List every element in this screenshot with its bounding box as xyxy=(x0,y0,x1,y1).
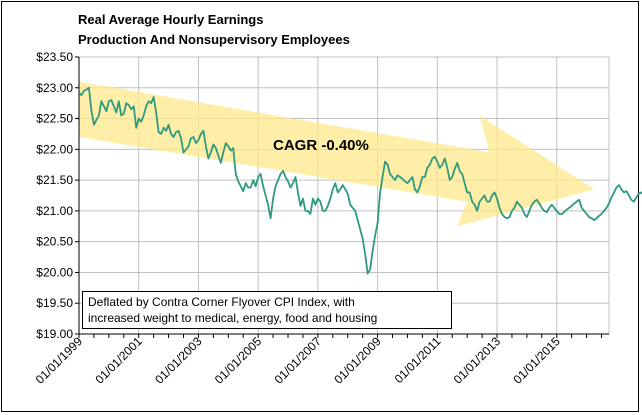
trend-arrow-group xyxy=(79,81,595,227)
x-tick-label: 01/01/2003 xyxy=(152,334,205,387)
deflator-note-line-1: Deflated by Contra Corner Flyover CPI In… xyxy=(88,295,355,309)
x-tick-label: 01/01/2005 xyxy=(212,334,265,387)
earnings-series-line xyxy=(78,86,642,275)
y-tick-label: $19.00 xyxy=(36,327,73,341)
x-tick-label: 01/01/2007 xyxy=(272,334,325,387)
x-tick-label: 01/01/2009 xyxy=(331,334,384,387)
deflator-note-box: Deflated by Contra Corner Flyover CPI In… xyxy=(82,291,452,329)
x-tick-label: 01/01/2001 xyxy=(92,334,145,387)
x-tick-label: 01/01/1999 xyxy=(33,334,86,387)
axes xyxy=(75,56,609,338)
y-tick-label: $22.50 xyxy=(36,112,73,126)
x-tick-label: 01/01/2013 xyxy=(451,334,504,387)
x-tick-label: 01/01/2011 xyxy=(392,334,444,386)
series-group xyxy=(78,86,642,275)
x-tick-label: 01/01/2015 xyxy=(510,334,563,387)
cagr-annotation: CAGR -0.40% xyxy=(273,137,369,154)
y-tick-label: $19.50 xyxy=(36,296,73,310)
y-tick-label: $20.00 xyxy=(36,265,73,279)
y-tick-label: $21.50 xyxy=(36,173,73,187)
y-tick-label: $20.50 xyxy=(36,235,73,249)
trend-arrow xyxy=(79,81,595,227)
y-tick-label: $23.50 xyxy=(36,50,73,64)
deflator-note-line-2: increased weight to medical, energy, foo… xyxy=(88,311,378,325)
y-tick-label: $21.00 xyxy=(36,204,73,218)
chart-title-line-1: Real Average Hourly Earnings xyxy=(78,12,264,27)
y-tick-label: $23.00 xyxy=(36,81,73,95)
y-tick-label: $22.00 xyxy=(36,142,73,156)
chart-title-line-2: Production And Nonsupervisory Employees xyxy=(78,32,350,47)
